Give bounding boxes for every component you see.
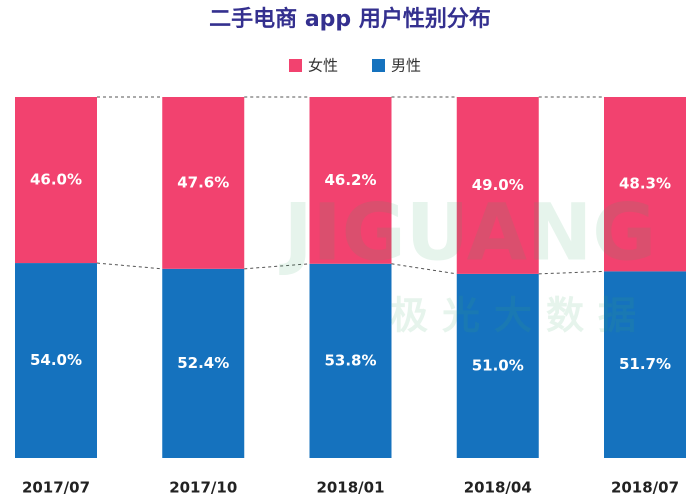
bar-segment — [162, 97, 245, 269]
value-label: 51.0% — [472, 356, 524, 374]
legend-label: 女性 — [308, 57, 338, 75]
x-tick-label: 2018/01 — [316, 479, 384, 497]
bar-segment — [456, 273, 539, 458]
legend-swatch — [372, 59, 385, 72]
connector — [391, 263, 457, 275]
chart-title: 二手电商 app 用户性别分布 — [209, 6, 491, 32]
value-label: 54.0% — [30, 351, 82, 369]
legend-label: 男性 — [391, 57, 421, 75]
x-tick-label: 2017/07 — [22, 479, 90, 497]
bar-segment — [604, 271, 686, 458]
value-label: 48.3% — [619, 175, 671, 193]
watermark: JIGUANG — [279, 188, 657, 278]
bar-segment — [15, 263, 97, 458]
value-label: 49.0% — [472, 176, 524, 194]
connector — [244, 263, 310, 270]
value-label: 52.4% — [177, 354, 229, 372]
value-label: 51.7% — [619, 355, 671, 373]
bar-segment — [604, 97, 686, 272]
bar-segment — [162, 268, 245, 458]
value-label: 46.2% — [324, 171, 376, 189]
value-label: 47.6% — [177, 173, 229, 191]
value-label: 46.0% — [30, 171, 82, 189]
watermark-subtext: 极光大数据 — [390, 294, 650, 338]
plot: 54.0% 46.0% 2017/07 52.4% 47.6% 2017/10 53.8% 4… — [15, 96, 686, 497]
x-tick-label: 2017/10 — [169, 479, 237, 497]
bar-segment — [309, 97, 392, 264]
connector — [96, 262, 163, 270]
value-label: 53.8% — [324, 351, 376, 369]
connector — [538, 270, 605, 275]
bar-segment — [15, 97, 97, 264]
bar-segment — [456, 97, 539, 274]
legend-swatch — [289, 59, 302, 72]
x-tick-label: 2018/04 — [464, 479, 532, 497]
x-tick-label: 2018/07 — [611, 479, 679, 497]
bar-segment — [309, 263, 392, 458]
